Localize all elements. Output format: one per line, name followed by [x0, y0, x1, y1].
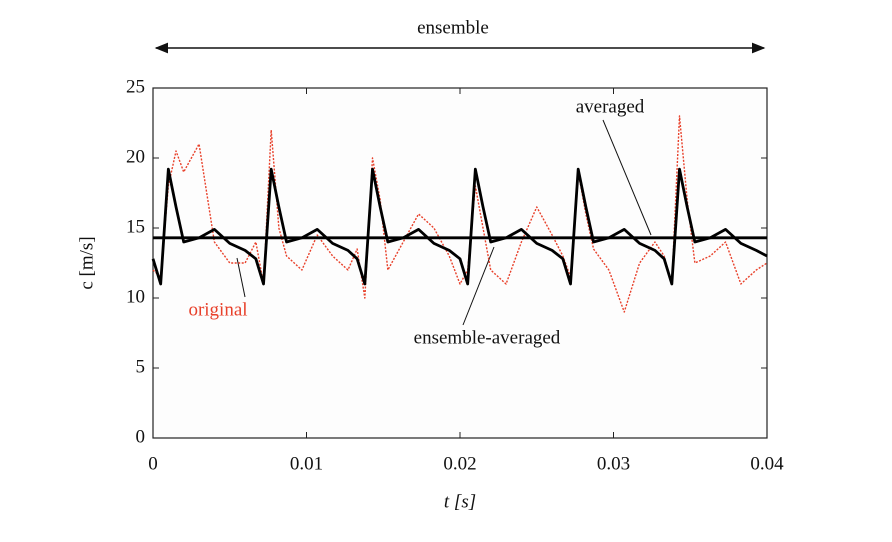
y-axis-label: c [m/s] — [76, 236, 97, 289]
label-averaged: averaged — [576, 96, 645, 117]
leader-averaged — [602, 119, 652, 236]
leader-original — [236, 257, 246, 298]
series-line — [152, 115, 768, 313]
y-tick-label: 15 — [126, 216, 145, 237]
x-tick-label: 0.02 — [443, 453, 476, 474]
leader-ensemble-averaged — [462, 246, 495, 326]
x-tick-label: 0.04 — [750, 453, 784, 474]
x-tick-label: 0 — [148, 453, 158, 474]
y-tick-label: 20 — [126, 146, 145, 167]
x-axis-label: t [s] — [444, 491, 476, 512]
y-tick-label: 0 — [136, 426, 146, 447]
series-line — [151, 167, 768, 286]
x-tick-label: 0.03 — [597, 453, 630, 474]
label-original: original — [188, 299, 247, 320]
top-annotation: ensemble — [417, 17, 489, 38]
label-ensemble-averaged: ensemble-averaged — [414, 327, 561, 348]
x-tick-label: 0.01 — [290, 453, 323, 474]
y-tick-label: 25 — [126, 76, 145, 97]
y-tick-label: 10 — [126, 286, 145, 307]
y-tick-label: 5 — [136, 356, 146, 377]
